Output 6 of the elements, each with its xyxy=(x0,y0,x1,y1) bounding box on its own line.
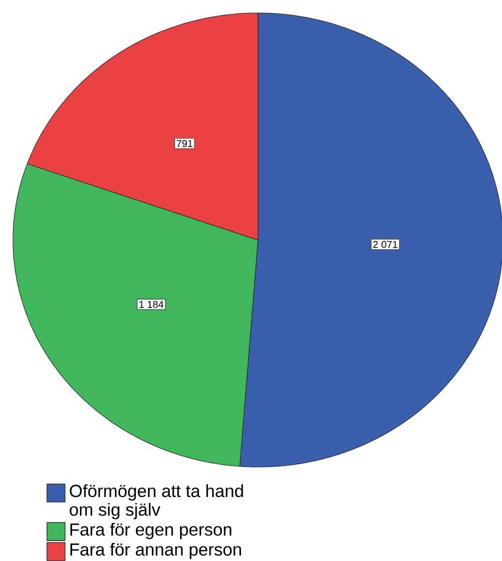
data-label: 791 xyxy=(176,140,192,148)
legend-label: Fara för annan person xyxy=(70,542,241,560)
legend-label: Fara för egen person xyxy=(70,522,232,540)
legend-label: Oförmögen att ta hand om sig själv xyxy=(70,484,243,520)
data-label: 2 071 xyxy=(373,240,398,248)
data-label: 1 184 xyxy=(139,300,164,308)
